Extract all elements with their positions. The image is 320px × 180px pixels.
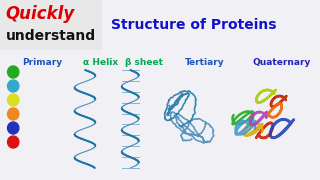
Circle shape <box>8 66 19 78</box>
Text: Structure of Proteins: Structure of Proteins <box>111 18 277 32</box>
Circle shape <box>8 94 19 106</box>
Circle shape <box>8 136 19 148</box>
Text: β sheet: β sheet <box>125 58 164 67</box>
Text: Quaternary: Quaternary <box>253 58 311 67</box>
Text: Tertiary: Tertiary <box>185 58 225 67</box>
Circle shape <box>8 122 19 134</box>
Circle shape <box>8 80 19 92</box>
Circle shape <box>8 108 19 120</box>
Text: Primary: Primary <box>22 58 62 67</box>
Text: Quickly: Quickly <box>6 5 75 23</box>
FancyBboxPatch shape <box>0 0 102 50</box>
Text: understand: understand <box>6 29 96 43</box>
Text: α Helix: α Helix <box>83 58 118 67</box>
